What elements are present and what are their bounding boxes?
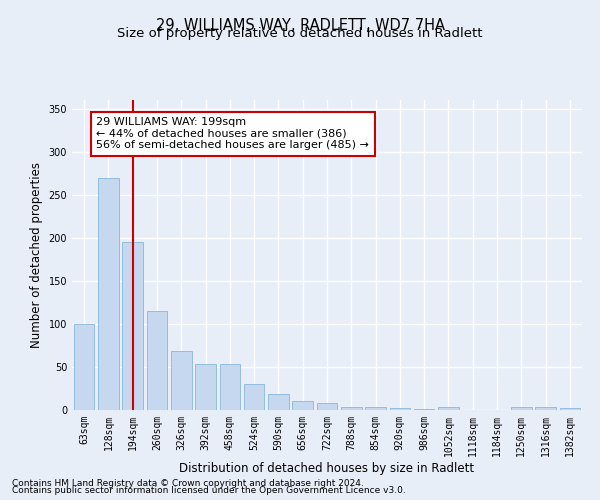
Bar xyxy=(195,364,216,410)
Bar xyxy=(317,403,337,410)
Bar xyxy=(560,408,580,410)
Text: 29, WILLIAMS WAY, RADLETT, WD7 7HA: 29, WILLIAMS WAY, RADLETT, WD7 7HA xyxy=(155,18,445,32)
Bar xyxy=(146,311,167,410)
Text: Contains public sector information licensed under the Open Government Licence v3: Contains public sector information licen… xyxy=(12,486,406,495)
Bar xyxy=(98,178,119,410)
Bar xyxy=(220,364,240,410)
Bar xyxy=(74,324,94,410)
Bar xyxy=(268,394,289,410)
Bar xyxy=(438,408,459,410)
Bar xyxy=(511,406,532,410)
Y-axis label: Number of detached properties: Number of detached properties xyxy=(30,162,43,348)
Bar xyxy=(171,352,191,410)
Bar xyxy=(341,406,362,410)
Bar xyxy=(244,384,265,410)
Bar xyxy=(535,408,556,410)
Text: 29 WILLIAMS WAY: 199sqm
← 44% of detached houses are smaller (386)
56% of semi-d: 29 WILLIAMS WAY: 199sqm ← 44% of detache… xyxy=(96,117,369,150)
Bar xyxy=(292,400,313,410)
X-axis label: Distribution of detached houses by size in Radlett: Distribution of detached houses by size … xyxy=(179,462,475,474)
Bar xyxy=(389,408,410,410)
Text: Size of property relative to detached houses in Radlett: Size of property relative to detached ho… xyxy=(117,28,483,40)
Bar xyxy=(122,242,143,410)
Bar xyxy=(365,406,386,410)
Text: Contains HM Land Registry data © Crown copyright and database right 2024.: Contains HM Land Registry data © Crown c… xyxy=(12,478,364,488)
Bar xyxy=(414,409,434,410)
